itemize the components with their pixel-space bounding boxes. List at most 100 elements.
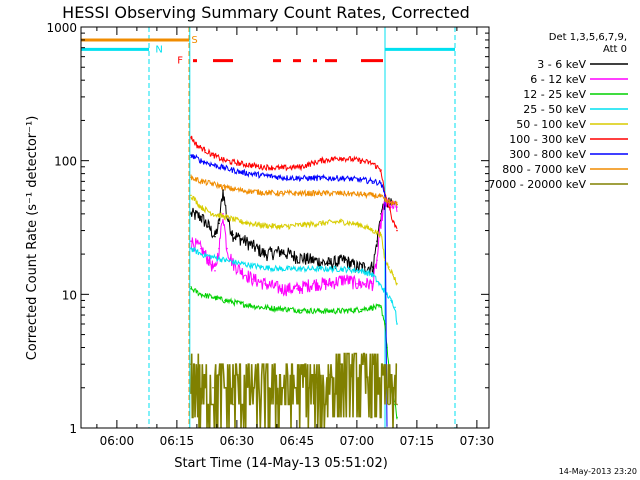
data-point — [304, 374, 306, 376]
data-point — [392, 202, 394, 205]
data-point — [364, 363, 366, 366]
status-label-s: S — [191, 35, 197, 46]
data-point — [224, 259, 226, 262]
data-point — [300, 165, 302, 168]
data-point — [190, 136, 192, 138]
data-point — [360, 178, 362, 181]
data-point — [396, 206, 398, 208]
legend-label: 50 - 100 keV — [516, 118, 586, 131]
data-point — [390, 206, 392, 208]
data-point — [204, 149, 206, 151]
data-point — [212, 256, 214, 258]
data-point — [380, 169, 382, 171]
data-point — [344, 259, 346, 262]
data-point — [376, 259, 378, 262]
data-point — [224, 167, 226, 169]
legend-label: 25 - 50 keV — [523, 103, 586, 116]
data-point — [190, 213, 192, 215]
data-point — [300, 224, 302, 226]
data-point — [384, 386, 386, 389]
data-point — [376, 363, 378, 366]
data-point — [380, 306, 382, 309]
data-point — [392, 386, 394, 389]
data-point — [224, 186, 226, 189]
data-point — [328, 374, 330, 376]
data-point — [280, 250, 282, 253]
data-point — [372, 180, 374, 183]
status-label-n: N — [155, 44, 162, 55]
data-point — [280, 268, 282, 270]
data-point — [372, 282, 374, 285]
data-point — [280, 288, 282, 290]
data-point — [340, 157, 342, 159]
x-tick-label: 07:30 — [460, 434, 495, 448]
data-point — [320, 268, 322, 270]
data-point — [212, 183, 214, 185]
data-point — [396, 282, 398, 285]
series-300-800-kev — [190, 153, 388, 428]
data-point — [214, 235, 216, 238]
data-point — [212, 154, 214, 156]
data-point — [224, 299, 226, 302]
data-point — [264, 253, 266, 255]
data-point — [200, 206, 202, 208]
data-point — [300, 192, 302, 195]
data-point — [212, 296, 214, 299]
x-tick-label: 06:45 — [280, 434, 315, 448]
legend-label: 6 - 12 keV — [530, 73, 586, 86]
data-point — [190, 176, 192, 179]
data-point — [372, 274, 374, 276]
data-point — [292, 393, 294, 395]
legend-label: 7000 - 20000 keV — [488, 178, 586, 191]
data-point — [240, 162, 242, 165]
data-point — [240, 238, 242, 240]
data-point — [204, 386, 206, 389]
data-point — [364, 266, 366, 268]
data-point — [372, 266, 374, 268]
data-point — [200, 216, 202, 218]
data-point — [280, 226, 282, 228]
data-point — [316, 386, 318, 389]
data-point — [312, 259, 314, 262]
x-tick-label: 07:15 — [400, 434, 435, 448]
data-point — [232, 403, 234, 406]
data-point — [200, 159, 202, 162]
legend-label: 3 - 6 keV — [537, 58, 586, 71]
data-point — [196, 144, 198, 147]
series-trace-4 — [190, 195, 398, 287]
data-point — [356, 266, 358, 268]
data-point — [200, 180, 202, 183]
y-tick-label: 10 — [62, 288, 77, 302]
data-point — [320, 222, 322, 225]
data-point — [218, 222, 220, 225]
data-point — [296, 288, 298, 290]
data-point — [190, 247, 192, 250]
data-point — [378, 282, 380, 285]
data-point — [300, 268, 302, 270]
data-point — [396, 203, 398, 206]
series-7000-20000-kev — [190, 352, 398, 428]
data-point — [320, 192, 322, 195]
data-point — [372, 162, 374, 165]
data-point — [396, 403, 398, 406]
chart-title: HESSI Observing Summary Count Rates, Cor… — [62, 3, 470, 22]
legend-label: 800 - 7000 keV — [502, 163, 586, 176]
data-point — [394, 306, 396, 309]
data-point — [372, 229, 374, 232]
data-point — [212, 213, 214, 215]
y-tick-label: 1 — [69, 422, 77, 436]
x-tick-label: 07:00 — [340, 434, 375, 448]
x-tick-label: 06:00 — [100, 434, 135, 448]
data-point — [344, 278, 346, 280]
data-point — [212, 386, 214, 389]
series-trace-8 — [190, 352, 398, 428]
data-point — [300, 309, 302, 312]
data-point — [340, 310, 342, 312]
data-point — [240, 262, 242, 265]
series-25-50-kev — [190, 246, 398, 325]
data-point — [208, 259, 210, 262]
data-point — [364, 282, 366, 285]
data-point — [224, 216, 226, 218]
data-point — [386, 293, 388, 296]
data-point — [260, 191, 262, 194]
